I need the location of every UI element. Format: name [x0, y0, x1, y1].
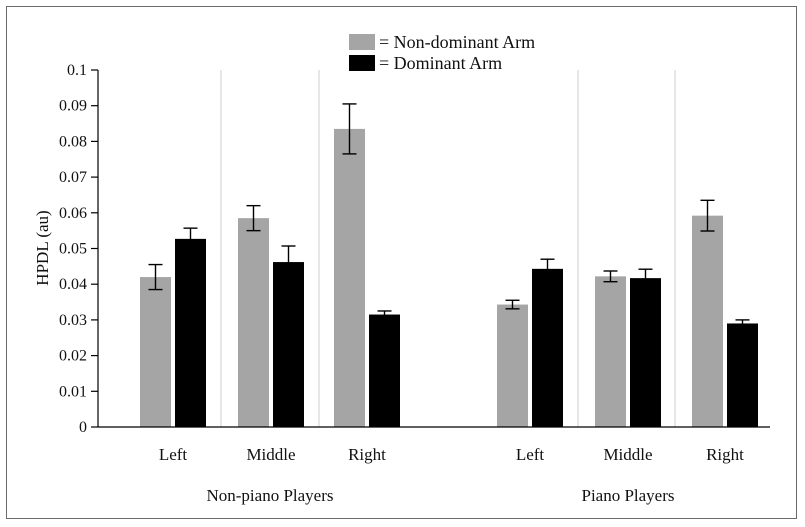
y-tick-label: 0 — [79, 419, 87, 436]
y-tick-label: 0.08 — [59, 133, 87, 150]
y-tick-label: 0.03 — [59, 312, 87, 329]
y-tick-label: 0.04 — [59, 276, 87, 293]
y-tick-label: 0.01 — [59, 383, 87, 400]
y-tick-label: 0.05 — [59, 241, 87, 258]
category-separators — [220, 70, 676, 427]
legend-label-non-dominant: = Non-dominant Arm — [379, 32, 535, 52]
category-label: Middle — [246, 445, 295, 464]
legend-swatch-non-dominant — [349, 34, 375, 50]
y-tick-label: 0.02 — [59, 348, 87, 365]
y-axis: 0 0.01 0.02 0.03 0.04 0.05 0.06 0.07 0.08 0.09 0.1 — [59, 62, 770, 436]
bar-dominant — [175, 238, 206, 427]
bar-non-dominant — [238, 218, 269, 427]
legend: = Non-dominant Arm = Dominant Arm — [349, 32, 535, 73]
bar-dominant — [630, 278, 661, 427]
y-tick-label: 0.06 — [59, 205, 87, 222]
category-label: Left — [516, 445, 545, 464]
legend-swatch-dominant — [349, 55, 375, 71]
y-tick-label: 0.1 — [67, 62, 87, 79]
group-label: Piano Players — [581, 486, 674, 505]
category-label: Right — [348, 445, 386, 464]
bar-non-dominant — [595, 276, 626, 427]
error-bars — [148, 103, 750, 328]
bar-non-dominant — [692, 215, 723, 427]
y-tick-label: 0.07 — [59, 169, 87, 186]
bar-non-dominant — [497, 304, 528, 427]
x-axis-labels: Left Middle Right Non-piano Players Left Midd… — [159, 445, 744, 505]
bar-dominant — [369, 314, 400, 427]
category-label: Right — [706, 445, 744, 464]
y-tick-label: 0.09 — [59, 98, 87, 115]
chart-frame — [6, 6, 797, 519]
legend-label-dominant: = Dominant Arm — [379, 53, 502, 73]
group-label: Non-piano Players — [206, 486, 333, 505]
y-axis-label: HPDL (au) — [33, 210, 52, 285]
bar-non-dominant — [140, 277, 171, 427]
bar-non-dominant — [334, 128, 365, 427]
category-label: Left — [159, 445, 188, 464]
category-label: Middle — [603, 445, 652, 464]
bar-dominant — [727, 323, 758, 427]
bars — [140, 128, 758, 427]
bar-dominant — [532, 268, 563, 427]
bar-dominant — [273, 262, 304, 427]
